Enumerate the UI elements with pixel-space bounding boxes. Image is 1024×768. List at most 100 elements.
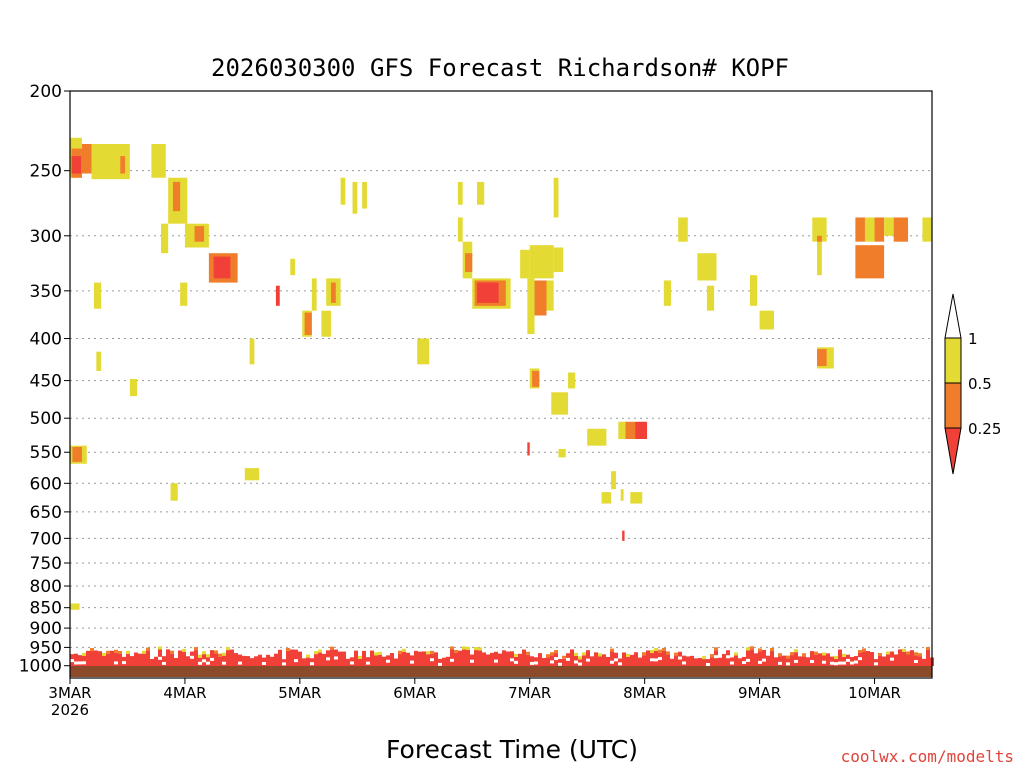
bl-column-119 [546,657,550,666]
bl-gap-135 [610,660,614,664]
bl-column-135 [610,651,614,666]
bl-column-73 [362,650,366,666]
bl-column-2 [78,655,82,666]
bl-column-179 [786,658,790,666]
bl-gap-169 [746,658,750,662]
bl-fringe-175 [770,647,774,651]
bl-fringe-169 [746,647,750,651]
bl-gap-124 [566,657,570,661]
ri-cell-13 [213,256,231,279]
bl-fringe-18 [142,650,146,654]
ri-cell-42 [477,282,499,303]
y-tick-label-600: 600 [30,474,62,494]
bl-column-153 [682,655,686,666]
ri-cell-58 [618,421,628,440]
bl-column-186 [814,654,818,666]
bl-column-97 [458,650,462,666]
bl-column-213 [922,658,926,666]
bl-column-78 [382,656,386,666]
bl-column-94 [446,656,450,666]
ground-strip [70,666,932,677]
ri-cell-72 [812,217,827,242]
bl-gap-145 [650,658,654,662]
bl-column-26 [174,657,178,666]
legend-label-0-25: 0.25 [968,420,1001,438]
bl-column-68 [342,651,346,666]
bl-column-60 [310,658,314,666]
bl-column-36 [214,653,218,666]
bl-gap-164 [726,655,730,659]
ri-cell-74 [817,235,822,242]
bl-fringe-166 [734,652,738,656]
bl-gap-116 [534,661,538,665]
bl-column-14 [126,653,130,666]
bl-column-160 [710,657,714,666]
bl-column-144 [646,650,650,666]
bl-fringe-77 [378,651,382,655]
ri-cell-35 [417,338,430,365]
bl-fringe-126 [574,652,578,656]
bl-gap-177 [778,661,782,665]
bl-fringe-3 [82,652,86,656]
ri-cell-6 [151,143,166,178]
bl-fringe-25 [170,650,174,654]
chart-title: 2026030300 GFS Forecast Richardson# KOPF [211,54,789,82]
bl-column-28 [182,651,186,666]
bl-column-42 [238,654,242,666]
bl-gap-2 [78,661,82,665]
ri-cell-27 [304,312,312,335]
bl-column-91 [434,652,438,666]
bl-column-109 [506,651,510,666]
bl-column-185 [810,651,814,666]
bl-gap-195 [850,661,854,665]
bl-column-45 [250,658,254,666]
bl-gap-64 [326,657,330,661]
bl-fringe-172 [758,648,762,652]
bl-column-180 [790,655,794,666]
bl-column-143 [642,655,646,666]
bl-fringe-8 [102,652,106,656]
bl-fringe-12 [118,650,122,654]
bl-gap-92 [438,662,442,666]
bl-fringe-59 [306,654,310,658]
bl-column-4 [86,650,90,666]
bl-fringe-123 [562,655,566,659]
bl-gap-205 [890,657,894,661]
bl-column-182 [798,656,802,666]
bl-fringe-82 [398,650,402,654]
bl-gap-13 [122,661,126,665]
bl-gap-197 [858,657,862,661]
bl-column-10 [110,650,114,666]
bl-gap-153 [682,661,686,665]
bl-fringe-180 [790,652,794,656]
bl-gap-191 [834,662,838,666]
bl-column-195 [850,656,854,666]
x-tick-label-6: 9MAR [738,684,781,702]
ri-cell-48 [546,280,554,311]
bl-column-122 [558,659,562,666]
bl-column-206 [894,654,898,666]
bl-gap-90 [430,658,434,662]
bl-column-170 [750,649,754,666]
bl-fringe-183 [802,653,806,657]
y-tick-label-650: 650 [30,503,62,523]
bl-fringe-147 [658,649,662,653]
bl-column-117 [538,653,542,666]
bl-column-132 [598,656,602,666]
ri-cell-77 [855,217,865,242]
bl-fringe-214 [926,646,930,650]
bl-column-192 [838,649,842,666]
bl-column-199 [866,651,870,666]
ri-cell-31 [330,282,336,303]
bl-gap-201 [874,662,878,666]
bl-fringe-34 [206,654,210,658]
ri-cell-21 [170,483,178,501]
bl-column-8 [102,655,106,666]
x-tick-label-4: 7MAR [508,684,551,702]
bl-column-12 [118,653,122,666]
ri-cell-52 [532,370,540,387]
bl-fringe-90 [430,650,434,654]
bl-fringe-39 [226,647,230,651]
bl-gap-0 [70,659,74,663]
